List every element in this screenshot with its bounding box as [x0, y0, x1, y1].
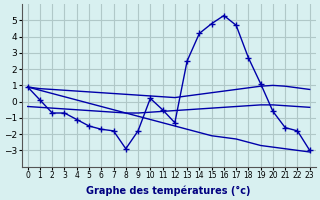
X-axis label: Graphe des températures (°c): Graphe des températures (°c)	[86, 185, 251, 196]
